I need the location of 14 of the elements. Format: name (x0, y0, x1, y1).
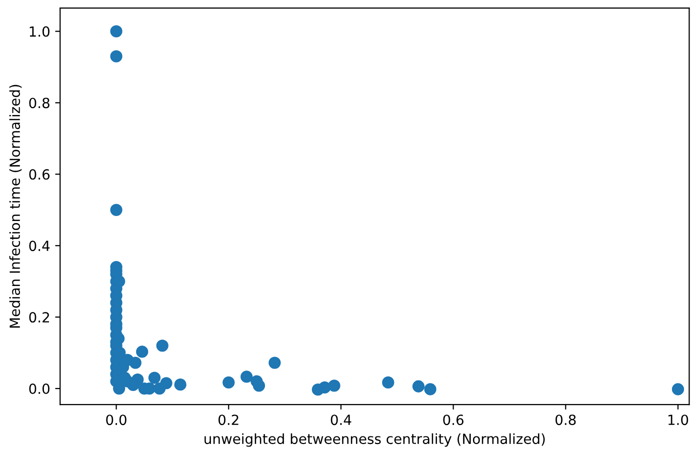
y-tick-label: 0.4 (29, 240, 50, 252)
y-axis-title: Median Infection time (Normalized) (9, 84, 22, 328)
y-tick-label: 0.0 (29, 383, 50, 394)
x-axis-title: unweighted betweenness centrality (Normalized) (204, 433, 545, 447)
y-tick-label: 0.8 (29, 98, 50, 108)
x-tick-label: 0.0 (106, 414, 126, 426)
y-tick-label: 1.0 (30, 26, 50, 37)
x-tick-label: 0.2 (218, 414, 238, 426)
x-tick-label: 1.0 (668, 414, 688, 426)
y-tick-label: 0.2 (29, 312, 49, 323)
x-tick-label: 0.8 (556, 414, 576, 426)
x-tick-label: 0.6 (443, 414, 464, 426)
y-tick-label: 0.6 (29, 169, 50, 180)
x-tick-label: 0.4 (330, 414, 352, 426)
